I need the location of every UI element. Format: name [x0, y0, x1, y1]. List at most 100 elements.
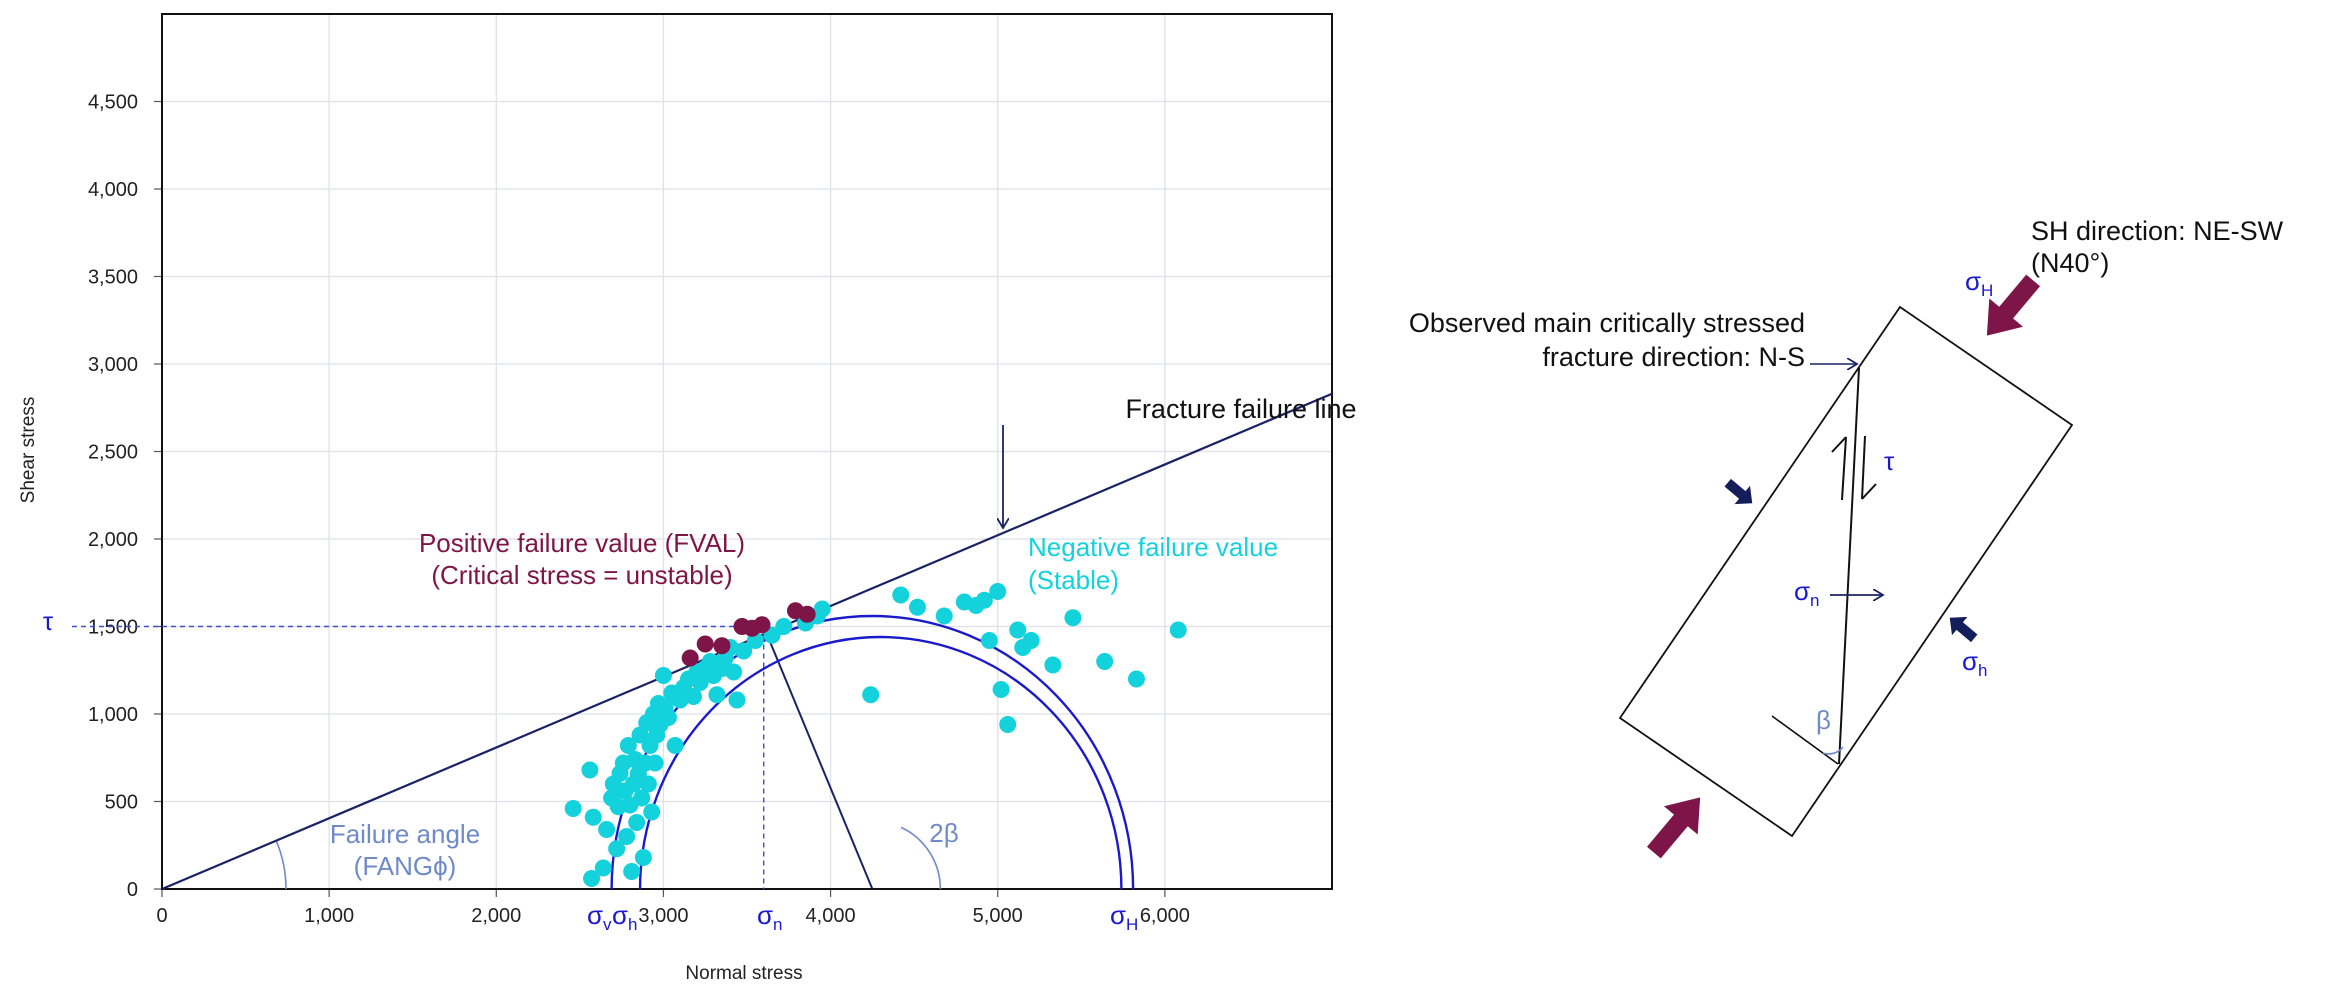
mohr-radius-line: [762, 626, 874, 890]
stable-point: [598, 821, 616, 838]
sigma-h-label: σh: [612, 900, 638, 934]
stable-point: [735, 642, 753, 660]
stable-point: [1009, 621, 1027, 639]
stable-point: [1022, 632, 1040, 649]
y-tick-label: 4,000: [88, 179, 138, 201]
stable-point: [763, 626, 781, 644]
two-beta-label: 2β: [929, 818, 958, 848]
y-axis-title: Shear stress: [18, 397, 39, 504]
fval-label-line1: Positive failure value (FVAL): [419, 528, 745, 558]
x-tick-label: 4,000: [806, 905, 856, 927]
stable-point: [659, 709, 677, 726]
sigma-H-label: σH: [1110, 900, 1138, 934]
stable-point: [980, 632, 998, 649]
sh-direction-label-line2: (N40°): [2031, 248, 2109, 278]
fval-point: [713, 637, 731, 655]
stable-point: [618, 828, 636, 845]
stable-point: [633, 789, 651, 807]
stable-point: [646, 754, 664, 772]
failure-angle-label-line1: Failure angle: [330, 819, 480, 849]
stable-point: [708, 686, 726, 704]
y-tick-label: 3,000: [88, 354, 138, 376]
tau-diagram-label: τ: [1884, 446, 1895, 476]
stable-point: [639, 775, 657, 793]
stable-point: [581, 761, 599, 779]
stable-point: [935, 607, 953, 625]
mohr-circle-chart: 0 1,000 2,000 3,000 4,000 5,000 6,000 0 500 1,000…: [18, 13, 1357, 984]
y-tick-label: 2,000: [88, 529, 138, 551]
small-compression-arrow-icon: [1949, 616, 1978, 643]
stable-point: [1064, 609, 1082, 627]
shear-arrow-left-head: [1831, 436, 1847, 453]
observed-direction-label-line2: fracture direction: N-S: [1542, 342, 1805, 372]
failure-angle-label-line2: (FANGϕ): [354, 851, 457, 881]
stable-point: [685, 688, 703, 705]
stable-point: [608, 840, 626, 858]
stable-point: [1127, 670, 1145, 688]
stress-block-diagram: τ σn β σH σh SH direction: NE-SW (N40°) …: [1409, 216, 2284, 859]
y-tick-label: 3,500: [88, 267, 138, 289]
data-points: [564, 583, 1187, 887]
negative-failure-label-line2: (Stable): [1028, 565, 1119, 595]
y-tick-label: 500: [105, 792, 138, 814]
fval-point: [696, 635, 714, 653]
fval-point: [798, 605, 816, 623]
stable-point: [594, 859, 612, 877]
stable-point: [1044, 656, 1062, 674]
stable-point: [725, 663, 743, 681]
fracture-plane: [1838, 367, 1860, 765]
sigma-h-diagram-label: σh: [1962, 646, 1988, 680]
plot-frame: [161, 13, 1333, 890]
x-tick-label: 1,000: [304, 905, 354, 927]
fval-point: [681, 649, 699, 667]
stable-point: [691, 674, 709, 691]
stable-point: [1169, 621, 1187, 639]
stable-point: [908, 598, 926, 616]
stable-point: [892, 586, 910, 604]
stable-point: [564, 800, 582, 817]
shear-arrow-right: [1861, 435, 1866, 500]
axis-ticks: 0 1,000 2,000 3,000 4,000 5,000 6,000 0 500 1,000…: [88, 92, 1190, 928]
shear-arrow-left: [1841, 436, 1847, 501]
stable-point: [992, 681, 1010, 698]
fval-point: [753, 616, 771, 634]
stable-point: [862, 686, 880, 704]
large-compression-arrow-icon: [1986, 274, 2041, 336]
large-compression-arrow-icon: [1646, 797, 1701, 859]
grid-lines: [162, 14, 1332, 889]
y-tick-label: 1,000: [88, 704, 138, 726]
stable-point: [583, 870, 601, 887]
stable-point: [619, 737, 637, 754]
stable-point: [666, 737, 684, 754]
stable-point: [643, 803, 661, 821]
stable-point: [989, 583, 1007, 600]
x-tick-label: 6,000: [1140, 905, 1190, 927]
beta-arc: [1822, 746, 1844, 755]
stable-point: [584, 808, 602, 826]
sigma-H-diagram-label: σH: [1965, 266, 1993, 300]
beta-label: β: [1816, 705, 1831, 735]
fracture-failure-line-label: Fracture failure line: [1125, 394, 1356, 424]
stable-point: [975, 591, 993, 609]
mohr-circle-inner: [638, 636, 1123, 890]
x-tick-label: 5,000: [973, 905, 1023, 927]
two-beta-arc: [900, 826, 942, 890]
x-tick-label: 3,000: [638, 905, 688, 927]
y-tick-label: 1,500: [88, 617, 138, 639]
negative-failure-label-line1: Negative failure value: [1028, 532, 1278, 562]
sigma-v-label: σv: [587, 900, 612, 934]
beta-reference-line: [1771, 715, 1839, 765]
stable-point: [775, 618, 793, 635]
sigma-n-label: σn: [757, 900, 783, 934]
fval-label-line2: (Critical stress = unstable): [431, 560, 732, 590]
y-tick-label: 2,500: [88, 442, 138, 464]
x-tick-label: 2,000: [471, 905, 521, 927]
sigma-n-diagram-label: σn: [1794, 576, 1820, 610]
x-axis-title: Normal stress: [685, 963, 802, 984]
y-tick-label: 0: [127, 879, 138, 901]
stable-point: [728, 691, 746, 709]
rock-block: [1618, 305, 2074, 838]
observed-direction-label-line1: Observed main critically stressed: [1409, 308, 1805, 338]
stable-point: [654, 667, 672, 684]
